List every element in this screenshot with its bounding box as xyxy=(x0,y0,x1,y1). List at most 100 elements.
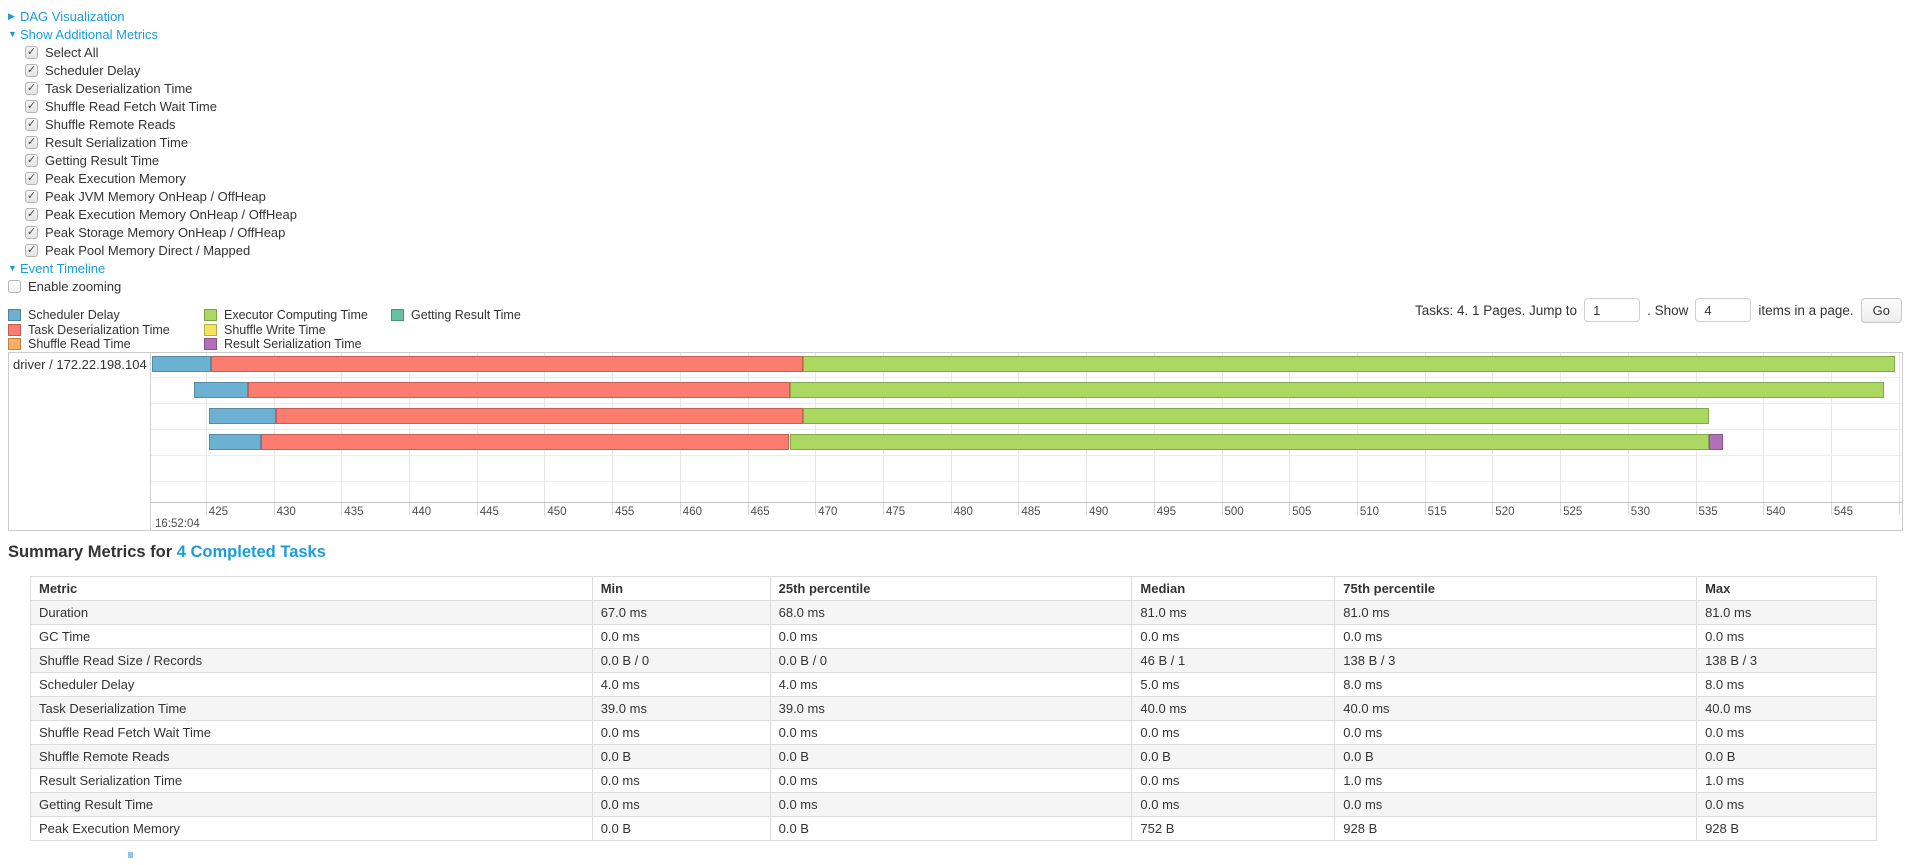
table-cell: Scheduler Delay xyxy=(30,672,593,697)
gridline xyxy=(747,353,749,502)
timeline-plot-area xyxy=(151,353,1902,502)
task-segment-scheduler-delay[interactable] xyxy=(208,434,262,450)
completed-tasks-link[interactable]: 4 Completed Tasks xyxy=(176,543,326,561)
pagination-suffix-text: items in a page. xyxy=(1758,302,1854,318)
checkbox-shuffle-read-fetch-wait-time[interactable]: ✓ xyxy=(25,99,38,113)
panel-row: ✓ Scheduler Delay xyxy=(8,61,297,79)
task-segment-executor-computing-time[interactable] xyxy=(803,356,1895,372)
items-per-page-input[interactable] xyxy=(1695,298,1752,322)
axis-tick xyxy=(544,503,546,515)
gridline xyxy=(544,353,546,502)
checkbox-peak-execution-memory[interactable]: ✓ xyxy=(25,171,38,185)
gridline xyxy=(1695,353,1697,502)
table-cell: 40.0 ms xyxy=(1696,696,1877,721)
table-cell: 0.0 B / 0 xyxy=(591,648,771,673)
task-bar-4[interactable] xyxy=(208,434,1723,450)
gridline xyxy=(1289,353,1291,502)
chevron-down-icon: ▼ xyxy=(8,29,17,39)
table-cell: 138 B / 3 xyxy=(1696,648,1877,673)
table-row-getting-result-time: Getting Result Time 0.0 ms 0.0 ms 0.0 ms 0.0… xyxy=(30,792,1877,817)
table-row-shuffle-read-fetch-wait-time: Shuffle Read Fetch Wait Time 0.0 ms 0.0 ms… xyxy=(30,720,1877,745)
legend-item-result-serialization-time: Result Serialization Time xyxy=(204,337,368,352)
axis-tick xyxy=(409,503,410,515)
task-segment-scheduler-delay[interactable] xyxy=(151,356,212,372)
summary-metrics-heading: Summary Metrics for 4 Completed Tasks xyxy=(8,543,326,562)
axis-tick xyxy=(1898,503,1900,515)
axis-tick xyxy=(1763,503,1765,515)
task-segment-executor-computing-time[interactable] xyxy=(789,434,1710,450)
legend-label: Result Serialization Time xyxy=(224,337,362,352)
checkbox-task-deserialization-time[interactable]: ✓ xyxy=(25,81,38,95)
table-cell: 0.0 B / 0 xyxy=(769,648,1133,673)
gridline xyxy=(1763,353,1765,502)
column-header-max: Max xyxy=(1696,576,1877,601)
table-cell: 0.0 ms xyxy=(591,768,771,793)
legend-item-shuffle-read-time: Shuffle Read Time xyxy=(8,337,170,352)
axis-tick-label: 540 xyxy=(1766,506,1786,518)
checkbox-peak-pool-memory-direct-mapped[interactable]: ✓ xyxy=(25,243,38,257)
task-segment-executor-computing-time[interactable] xyxy=(789,382,1884,398)
gridline xyxy=(1153,353,1155,502)
task-segment-task-deserialization-time[interactable] xyxy=(211,356,804,372)
executor-group-label: driver / 172.22.198.104 xyxy=(13,357,147,372)
table-cell: Shuffle Read Size / Records xyxy=(30,648,593,673)
task-bar-2[interactable] xyxy=(193,382,1884,398)
task-segment-task-deserialization-time[interactable] xyxy=(247,382,790,398)
axis-tick xyxy=(1424,503,1426,515)
checkbox-label-shuffle-remote-reads: Shuffle Remote Reads xyxy=(45,116,176,132)
task-bar-3[interactable] xyxy=(208,408,1710,424)
column-header-median: Median xyxy=(1131,576,1336,601)
toggle-event-timeline[interactable]: Event Timeline xyxy=(20,260,106,276)
toggle-dag-visualization[interactable]: DAG Visualization xyxy=(20,8,125,24)
axis-tick-label: 475 xyxy=(886,506,906,518)
checkbox-label-peak-storage-memory-onheap-offheap: Peak Storage Memory OnHeap / OffHeap xyxy=(45,224,286,240)
summary-table-header-row: Metric Min 25th percentile Median 75th perce… xyxy=(30,576,1877,601)
panel-row: ▼ Show Additional Metrics xyxy=(8,25,297,43)
checkbox-peak-execution-memory-onheap-offheap[interactable]: ✓ xyxy=(25,207,38,221)
gridline xyxy=(612,353,614,502)
checkbox-label-getting-result-time: Getting Result Time xyxy=(45,152,160,168)
gridline xyxy=(476,353,478,502)
legend-column: Executor Computing Time Shuffle Write Tim… xyxy=(204,308,368,352)
table-cell: 0.0 B xyxy=(1334,744,1698,769)
table-cell: 67.0 ms xyxy=(591,600,771,625)
task-segment-scheduler-delay[interactable] xyxy=(193,382,248,398)
checkbox-shuffle-remote-reads[interactable]: ✓ xyxy=(25,117,38,131)
table-cell: 0.0 ms xyxy=(1696,624,1877,649)
legend-swatch-scheduler-delay xyxy=(8,309,21,322)
checkbox-scheduler-delay[interactable]: ✓ xyxy=(25,63,38,77)
axis-tick-label: 490 xyxy=(1089,506,1109,518)
go-button[interactable]: Go xyxy=(1860,297,1902,323)
checkbox-peak-jvm-memory-onheap-offheap[interactable]: ✓ xyxy=(25,189,38,203)
axis-tick-label: 445 xyxy=(479,506,499,518)
gridline xyxy=(341,353,343,502)
task-segment-executor-computing-time[interactable] xyxy=(803,408,1710,424)
task-segment-task-deserialization-time[interactable] xyxy=(276,408,804,424)
jump-to-page-input[interactable] xyxy=(1584,298,1641,322)
checkbox-peak-storage-memory-onheap-offheap[interactable]: ✓ xyxy=(25,225,38,239)
checkbox-enable-zooming[interactable] xyxy=(8,279,21,293)
task-segment-result-serialization-time[interactable] xyxy=(1709,434,1723,450)
checkbox-result-serialization-time[interactable]: ✓ xyxy=(25,135,38,149)
table-cell: 138 B / 3 xyxy=(1334,648,1698,673)
legend-swatch-shuffle-write-time xyxy=(204,323,217,336)
axis-tick xyxy=(205,503,207,515)
toggle-show-additional-metrics[interactable]: Show Additional Metrics xyxy=(20,26,159,42)
checkbox-select-all[interactable]: ✓ xyxy=(25,45,38,59)
checkbox-getting-result-time[interactable]: ✓ xyxy=(25,153,38,167)
axis-tick-label: 515 xyxy=(1427,506,1447,518)
table-cell: 0.0 ms xyxy=(1696,792,1877,817)
legend-item-shuffle-write-time: Shuffle Write Time xyxy=(204,323,368,338)
panel-row: ✓ Peak Storage Memory OnHeap / OffHeap xyxy=(8,223,297,241)
pagination-summary-text: Tasks: 4. 1 Pages. Jump to xyxy=(1414,302,1578,318)
task-segment-task-deserialization-time[interactable] xyxy=(261,434,790,450)
axis-tick-label: 435 xyxy=(344,506,364,518)
table-row-gc-time: GC Time 0.0 ms 0.0 ms 0.0 ms 0.0 ms 0.0 ms xyxy=(30,624,1877,649)
axis-tick-label: 530 xyxy=(1630,506,1650,518)
axis-tick xyxy=(815,503,817,515)
task-bar-1[interactable] xyxy=(151,356,1895,372)
table-cell: 0.0 ms xyxy=(591,720,771,745)
task-segment-scheduler-delay[interactable] xyxy=(208,408,277,424)
legend-item-executor-computing-time: Executor Computing Time xyxy=(204,308,368,323)
